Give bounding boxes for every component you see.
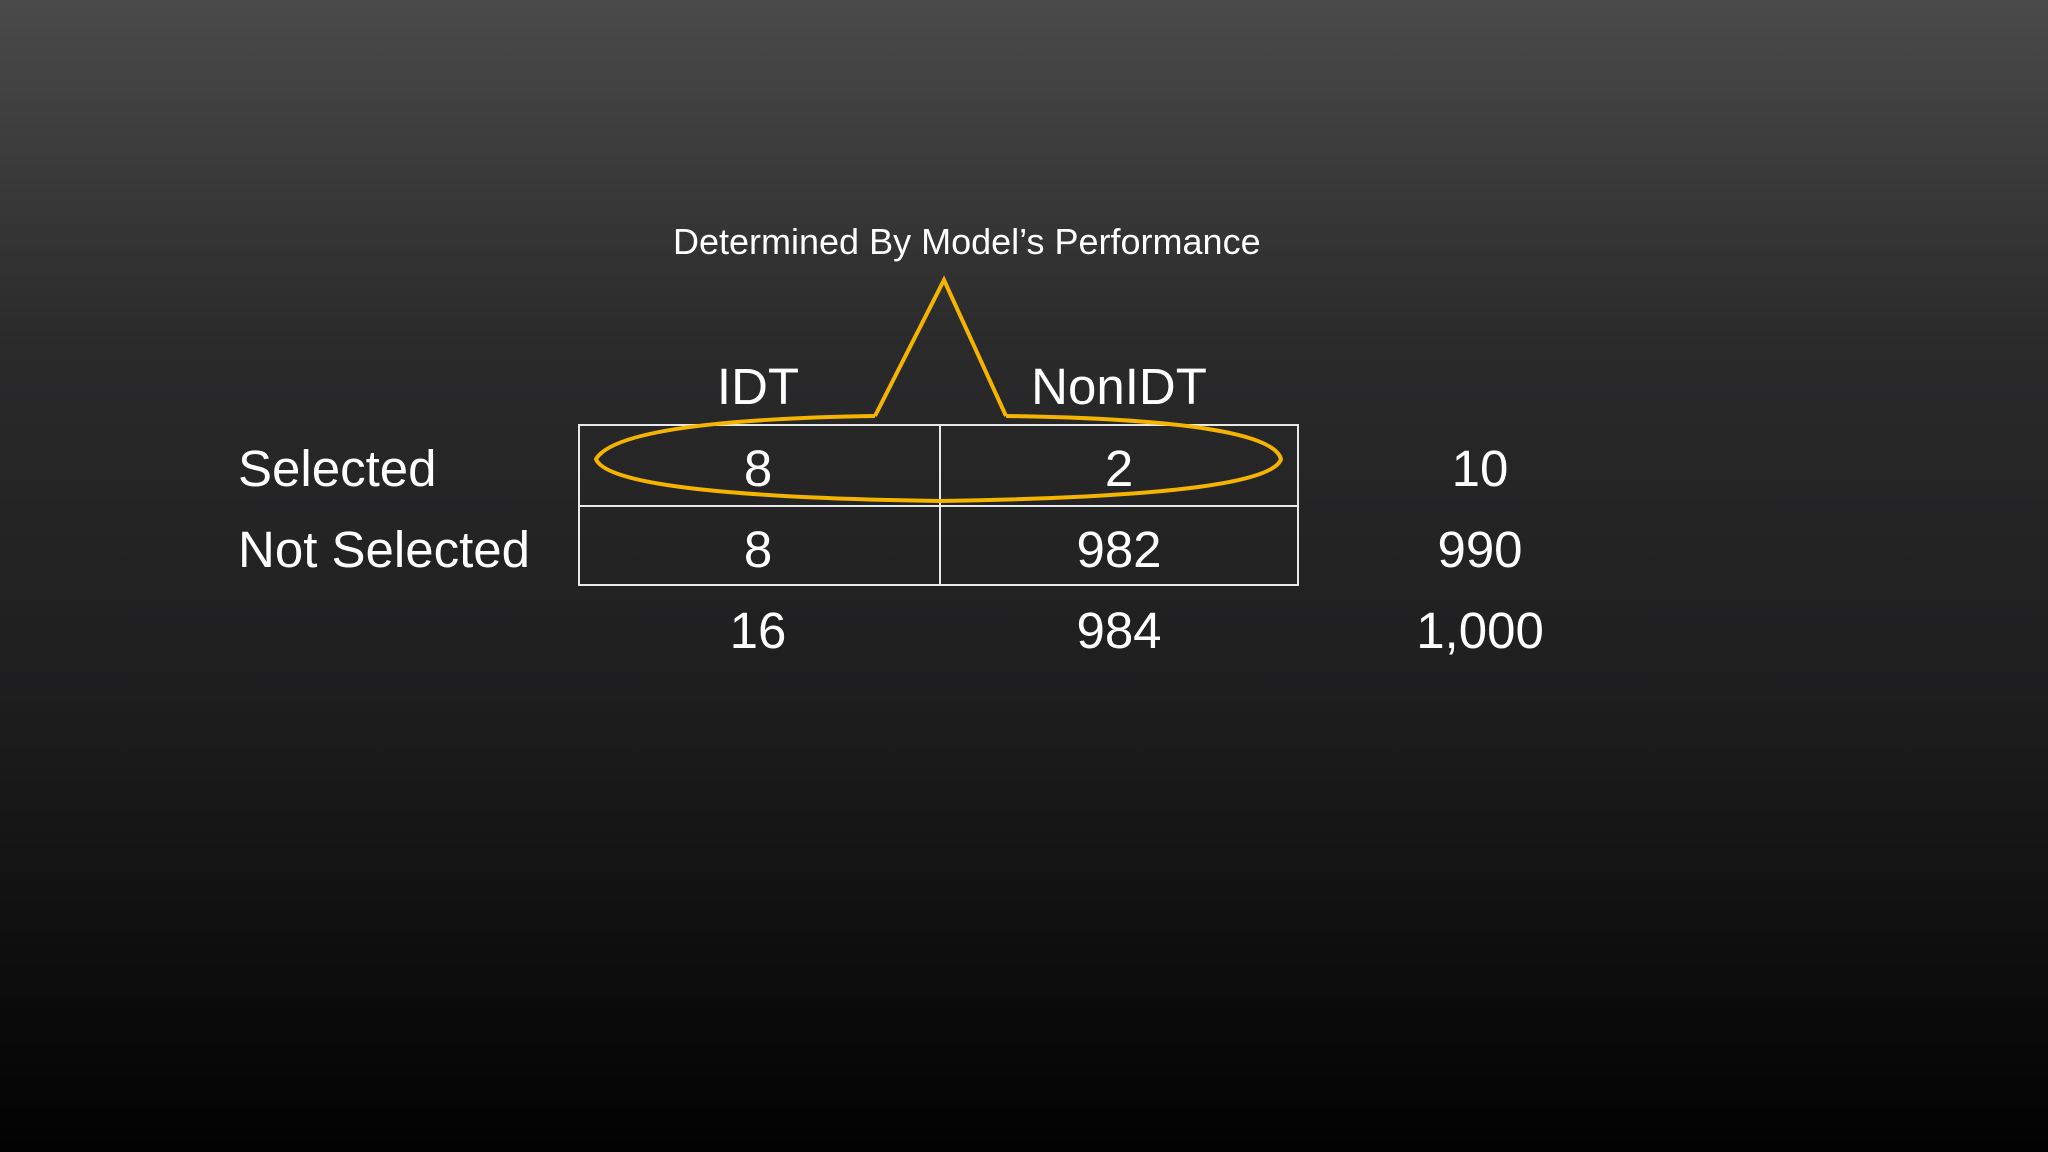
cell-not-selected-idt: 8 bbox=[743, 521, 773, 578]
cell-selected-nonidt: 2 bbox=[1104, 440, 1134, 497]
column-total-nonidt: 984 bbox=[1076, 602, 1162, 659]
column-header-nonidt: NonIDT bbox=[1031, 358, 1207, 415]
row-label-not-selected: Not Selected bbox=[238, 521, 531, 578]
row-label-selected: Selected bbox=[238, 440, 437, 497]
grand-total: 1,000 bbox=[1416, 602, 1544, 659]
cell-selected-idt: 8 bbox=[743, 440, 773, 497]
row-total-selected: 10 bbox=[1451, 440, 1509, 497]
cell-not-selected-nonidt: 982 bbox=[1076, 521, 1162, 578]
row-total-not-selected: 990 bbox=[1437, 521, 1523, 578]
column-total-idt: 16 bbox=[729, 602, 787, 659]
column-header-idt: IDT bbox=[716, 358, 800, 415]
table-row-divider bbox=[580, 505, 1297, 507]
annotation-label: Determined By Model’s Performance bbox=[673, 221, 1261, 262]
table-column-divider bbox=[939, 426, 941, 584]
